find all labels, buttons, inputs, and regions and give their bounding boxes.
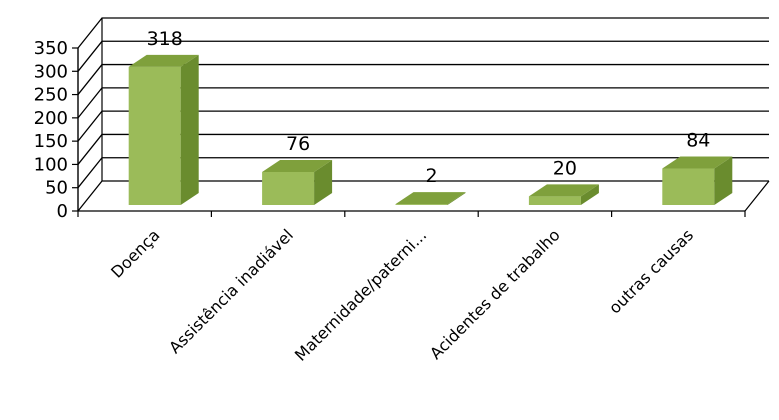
y-tick-label-350: 350 xyxy=(34,38,68,59)
data-label-3: 2 xyxy=(425,165,437,187)
y-tick-label-200: 200 xyxy=(34,108,68,129)
y-tick-label-0: 0 xyxy=(57,201,68,222)
data-label-4: 20 xyxy=(553,157,577,179)
bar-5 xyxy=(662,156,733,205)
bar-top-face xyxy=(262,159,333,172)
bar-side-face xyxy=(314,159,333,205)
data-label-5: 84 xyxy=(686,130,710,152)
y-tick-label-300: 300 xyxy=(34,61,68,82)
data-label-2: 76 xyxy=(286,133,310,155)
bar-4 xyxy=(528,184,599,205)
chart-axes xyxy=(77,18,770,217)
category-label-2: Assistência inadiável xyxy=(165,225,297,357)
bar-front-face xyxy=(395,204,448,205)
bar-side-face xyxy=(180,54,199,206)
bar-top-face xyxy=(528,184,599,197)
bar-side-face xyxy=(580,184,599,205)
bar-2 xyxy=(262,159,333,205)
bar-front-face xyxy=(262,171,315,205)
bar-top-face xyxy=(662,156,733,169)
category-label-4: Acidentes de trabalho xyxy=(426,225,564,363)
x-axis-category-labels: Doença Assistência inadiávelMaternidade/p… xyxy=(107,225,697,364)
bar-top-face xyxy=(128,54,199,67)
y-tick-label-250: 250 xyxy=(34,85,68,106)
data-label-1: 318 xyxy=(147,28,183,50)
bar-top-face xyxy=(395,192,466,205)
bar-front-face xyxy=(662,168,715,205)
y-tick-label-150: 150 xyxy=(34,131,68,152)
floor-right-edge xyxy=(744,180,770,212)
data-labels: 318 76 2 20 84 xyxy=(147,28,711,187)
bar-side-face xyxy=(447,192,466,205)
category-label-3: Maternidade/paterni... xyxy=(291,225,430,364)
y-tick-label-50: 50 xyxy=(45,178,68,199)
category-label-1: Doença xyxy=(107,225,163,281)
chart-bars xyxy=(128,54,733,206)
bar-side-face xyxy=(714,156,733,205)
category-label-5: outras causas xyxy=(605,225,697,317)
bar-1 xyxy=(128,54,199,206)
bar-3 xyxy=(395,192,466,205)
bar-front-face xyxy=(128,66,181,205)
bar-front-face xyxy=(528,196,581,205)
y-tick-label-100: 100 xyxy=(34,154,68,175)
